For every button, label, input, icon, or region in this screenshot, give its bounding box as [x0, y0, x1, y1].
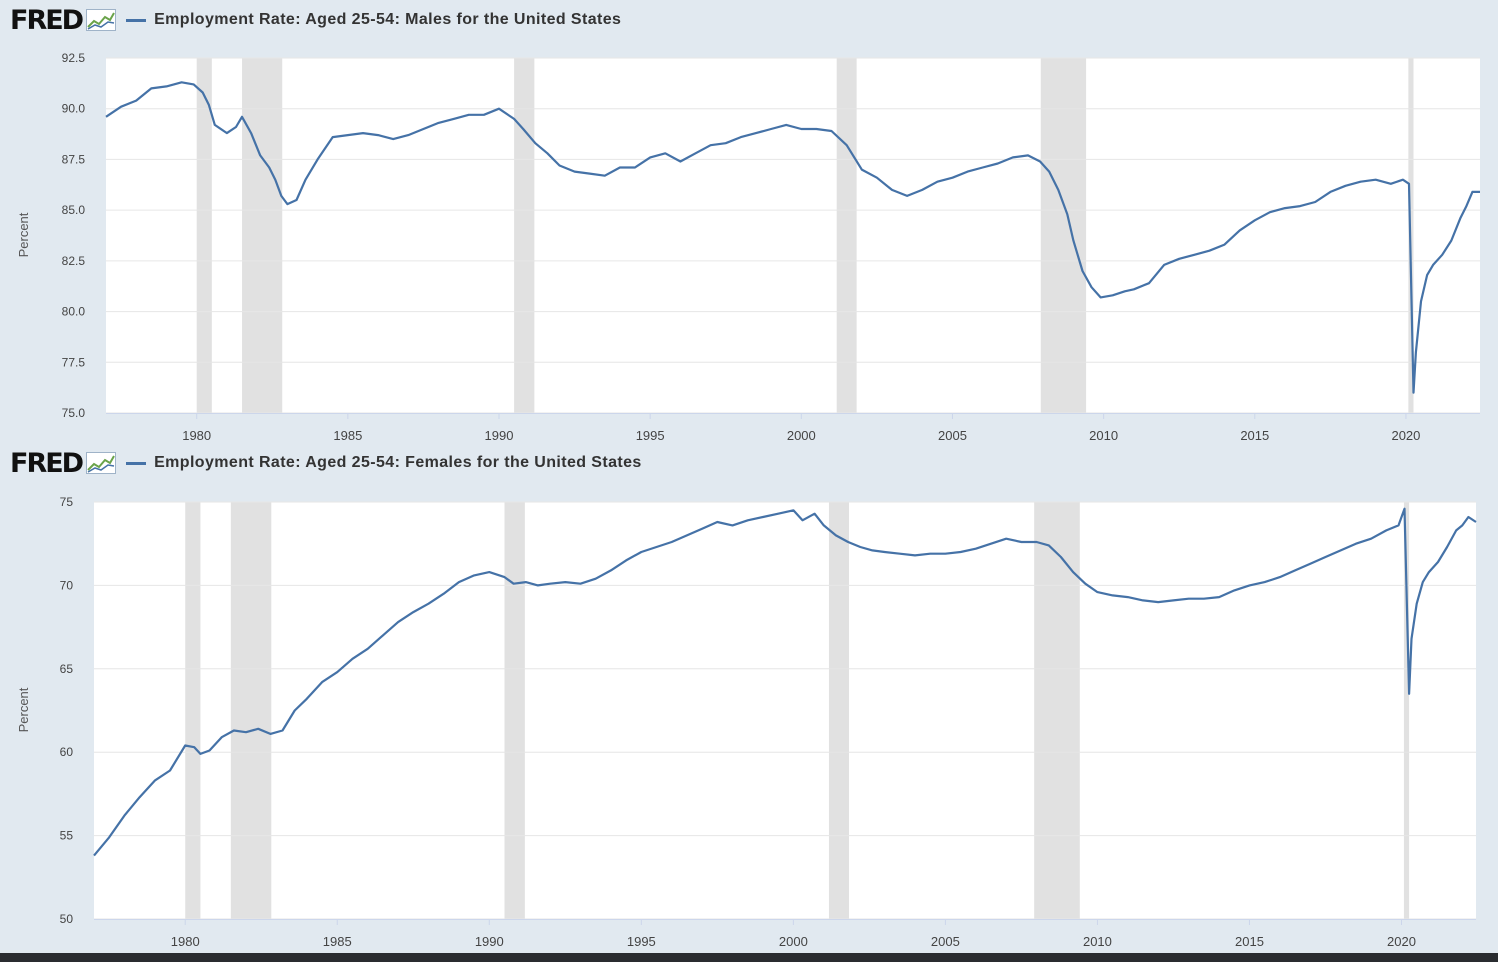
- y-tick-label: 87.5: [62, 152, 86, 166]
- y-tick-label: 92.5: [62, 51, 86, 65]
- recession-band: [828, 502, 850, 919]
- recession-band: [185, 502, 201, 919]
- y-tick-label: 85.0: [62, 203, 86, 217]
- fred-graph-icon: [86, 452, 117, 474]
- y-tick-label: 82.5: [62, 254, 86, 268]
- x-tick-label: 2005: [938, 428, 967, 443]
- x-tick-label: 2005: [931, 934, 960, 949]
- fred-logo[interactable]: FRED: [10, 447, 84, 479]
- x-tick-label: 1985: [323, 934, 352, 949]
- recession-band: [1403, 502, 1410, 919]
- series-line[interactable]: [93, 507, 1477, 857]
- recession-band: [504, 502, 525, 919]
- x-tick-label: 2000: [787, 428, 816, 443]
- x-tick-label: 2020: [1387, 934, 1416, 949]
- x-tick-label: 2000: [779, 934, 808, 949]
- line-chart-males: 75.0 77.5 80.0 82.5 85.0 87.5 90.0 92.5 1980 1985…: [16, 51, 1480, 443]
- recession-band: [230, 502, 272, 919]
- recession-band: [1034, 502, 1080, 919]
- y-tick-label: 90.0: [62, 102, 86, 116]
- fred-graph-icon: [86, 9, 117, 31]
- y-tick-label: 50: [60, 912, 74, 926]
- y-tick-label: 75: [60, 495, 74, 509]
- y-tick-label: 65: [60, 662, 74, 676]
- plot-area: [94, 502, 1476, 919]
- line-chart-females: 50 55 60 65 70 75 1980 1985 1990 1995 2000 2005 2010…: [16, 495, 1477, 949]
- bottom-strip: [0, 953, 1498, 962]
- recession-band: [196, 58, 212, 413]
- legend-swatch: [126, 461, 147, 465]
- x-tick-label: 2015: [1240, 428, 1269, 443]
- y-tick-label: 70: [60, 578, 74, 592]
- y-tick-label: 60: [60, 745, 74, 759]
- chart-panel-males: FRED Employment Rate: Aged 25-54: Males …: [0, 0, 1498, 443]
- y-tick-label: 77.5: [62, 355, 86, 369]
- chart-panel-females: FRED Employment Rate: Aged 25-54: Female…: [0, 443, 1498, 950]
- x-tick-label: 2020: [1391, 428, 1420, 443]
- fred-logo[interactable]: FRED: [10, 4, 84, 36]
- recession-band: [514, 58, 535, 413]
- y-tick-label: 80.0: [62, 305, 86, 319]
- x-tick-label: 1980: [171, 934, 200, 949]
- x-tick-label: 2010: [1083, 934, 1112, 949]
- y-axis-label: Percent: [16, 212, 31, 257]
- plot-area: [106, 58, 1480, 413]
- x-tick-label: 1980: [182, 428, 211, 443]
- x-tick-label: 1985: [333, 428, 362, 443]
- x-tick-label: 2010: [1089, 428, 1118, 443]
- legend-swatch: [126, 18, 147, 22]
- recession-band: [242, 58, 283, 413]
- series-title[interactable]: Employment Rate: Aged 25-54: Males for t…: [154, 11, 622, 28]
- chart-header: FRED Employment Rate: Aged 25-54: Female…: [10, 447, 642, 479]
- y-tick-label: 75.0: [62, 406, 86, 420]
- x-tick-label: 1995: [627, 934, 656, 949]
- y-tick-label: 55: [60, 829, 74, 843]
- chart-header: FRED Employment Rate: Aged 25-54: Males …: [10, 4, 622, 36]
- x-tick-label: 1990: [475, 934, 504, 949]
- recession-band: [836, 58, 857, 413]
- x-tick-label: 1995: [636, 428, 665, 443]
- series-title[interactable]: Employment Rate: Aged 25-54: Females for…: [154, 454, 642, 471]
- x-tick-label: 1990: [485, 428, 514, 443]
- series-line[interactable]: [105, 81, 1480, 394]
- x-tick-label: 2015: [1235, 934, 1264, 949]
- recession-band: [1040, 58, 1087, 413]
- y-axis-label: Percent: [16, 687, 31, 732]
